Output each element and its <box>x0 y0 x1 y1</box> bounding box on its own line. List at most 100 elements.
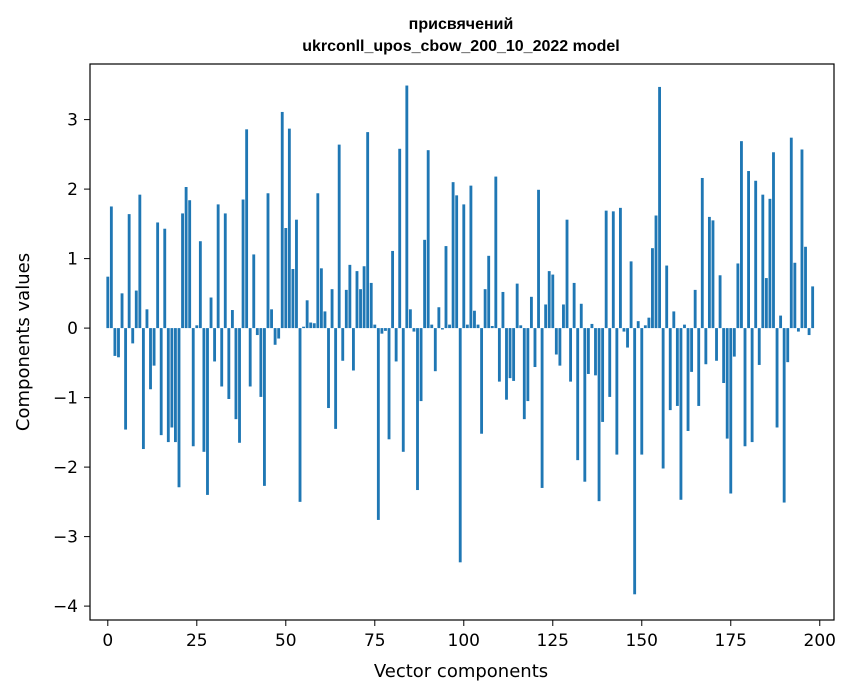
bar-127 <box>558 328 562 366</box>
x-tick-label: 50 <box>275 631 297 651</box>
plot-frame <box>89 63 835 621</box>
bar-185 <box>764 278 768 329</box>
x-tick-label: 100 <box>448 631 480 651</box>
bar-41 <box>252 254 256 329</box>
bar-8 <box>134 290 138 329</box>
bar-119 <box>529 296 533 329</box>
bar-170 <box>711 220 715 329</box>
bar-80 <box>391 250 395 329</box>
bar-29 <box>209 297 213 329</box>
bar-96 <box>448 324 451 329</box>
bar-99 <box>458 328 462 563</box>
bar-163 <box>686 328 690 431</box>
bar-34 <box>227 328 231 399</box>
bar-194 <box>796 328 800 332</box>
bar-83 <box>401 328 405 452</box>
bar-167 <box>700 177 704 329</box>
bar-67 <box>344 289 348 329</box>
bar-40 <box>248 328 252 387</box>
bar-122 <box>540 328 544 488</box>
bar-158 <box>668 328 672 411</box>
x-tick-label: 150 <box>626 631 658 651</box>
bar-93 <box>437 307 441 329</box>
bar-112 <box>505 328 508 400</box>
bar-117 <box>522 328 526 420</box>
bar-55 <box>302 326 306 329</box>
bar-6 <box>127 214 131 329</box>
bar-90 <box>426 150 430 329</box>
bar-23 <box>188 200 192 329</box>
bar-63 <box>330 289 334 329</box>
bar-162 <box>683 324 686 329</box>
bar-145 <box>622 328 626 332</box>
bar-165 <box>693 289 697 329</box>
bar-7 <box>131 328 135 344</box>
bar-197 <box>807 328 811 336</box>
bar-94 <box>441 328 444 330</box>
bar-92 <box>433 328 437 372</box>
bar-52 <box>291 269 295 329</box>
bar-188 <box>775 328 779 428</box>
bar-176 <box>732 328 736 357</box>
bar-84 <box>405 85 409 329</box>
bar-110 <box>497 328 501 382</box>
bar-152 <box>647 317 651 329</box>
bar-22 <box>184 187 188 329</box>
bar-71 <box>359 289 362 329</box>
bar-113 <box>508 328 512 379</box>
bar-51 <box>287 128 291 329</box>
bar-12 <box>149 328 152 390</box>
bar-66 <box>341 328 345 361</box>
bar-164 <box>690 328 694 372</box>
bar-198 <box>811 286 815 329</box>
bar-139 <box>601 328 605 422</box>
bar-28 <box>206 328 209 495</box>
bar-42 <box>255 328 259 336</box>
bar-151 <box>643 325 647 329</box>
bar-146 <box>626 328 629 348</box>
bar-81 <box>394 328 398 362</box>
bar-70 <box>355 271 359 329</box>
bar-189 <box>779 315 783 329</box>
bar-160 <box>675 328 679 406</box>
bar-154 <box>654 215 658 329</box>
bar-134 <box>583 328 587 482</box>
bar-157 <box>665 265 669 329</box>
y-tick-label: 2 <box>67 180 78 200</box>
bar-171 <box>715 328 718 361</box>
bar-123 <box>544 304 548 329</box>
bar-133 <box>579 303 583 329</box>
bar-36 <box>234 328 238 420</box>
bar-106 <box>483 289 487 329</box>
bar-5 <box>124 328 128 430</box>
bar-141 <box>608 328 612 397</box>
bar-16 <box>163 228 167 329</box>
bars-group <box>106 85 815 595</box>
bar-129 <box>565 219 569 329</box>
bar-65 <box>337 144 341 329</box>
bar-108 <box>490 326 494 329</box>
bar-35 <box>230 310 234 329</box>
bar-3 <box>117 328 120 358</box>
bar-62 <box>327 328 330 409</box>
bar-177 <box>736 263 740 329</box>
bar-111 <box>501 291 505 329</box>
bar-168 <box>704 328 708 365</box>
bar-153 <box>651 248 654 329</box>
bar-124 <box>547 271 551 329</box>
bar-173 <box>722 328 726 384</box>
bar-2 <box>113 328 117 356</box>
bar-130 <box>569 328 572 382</box>
bar-73 <box>366 132 370 329</box>
bar-50 <box>284 228 288 329</box>
y-axis-ticks: −4 −3 −2 −1 0 1 2 3 <box>53 111 90 617</box>
bar-184 <box>761 194 765 329</box>
bar-64 <box>334 328 338 429</box>
bar-45 <box>266 193 270 329</box>
bar-72 <box>362 266 366 329</box>
bar-60 <box>319 268 323 329</box>
bar-20 <box>177 328 181 488</box>
bar-148 <box>633 328 637 595</box>
bar-46 <box>270 309 273 329</box>
bar-1 <box>109 206 113 329</box>
